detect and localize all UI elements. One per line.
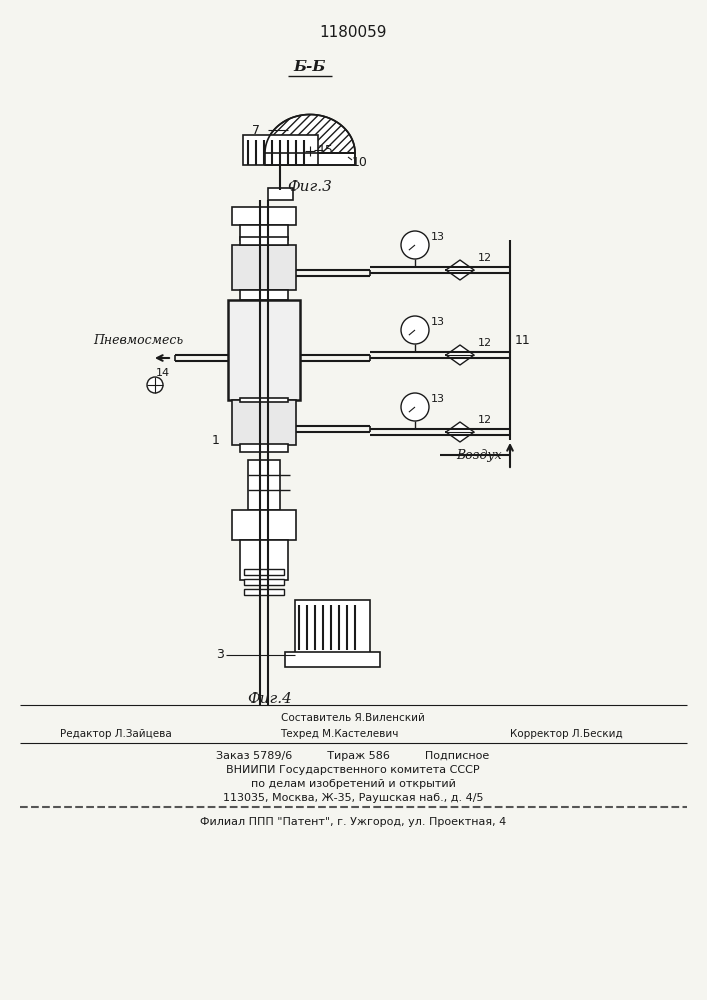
Bar — [232, 245, 296, 290]
Bar — [228, 300, 300, 400]
Bar — [240, 225, 288, 240]
Text: 3: 3 — [216, 648, 224, 662]
Text: 13: 13 — [431, 317, 445, 327]
Text: Фиг.3: Фиг.3 — [288, 180, 332, 194]
Text: Воздух: Воздух — [457, 448, 502, 462]
Polygon shape — [446, 422, 474, 442]
Circle shape — [401, 393, 429, 421]
Bar — [240, 290, 288, 300]
Text: Б-Б: Б-Б — [294, 60, 326, 74]
Text: 15: 15 — [318, 143, 334, 156]
Bar — [232, 400, 296, 445]
Bar — [295, 600, 370, 655]
Bar — [285, 652, 380, 667]
Text: ВНИИПИ Государственного комитета СССР: ВНИИПИ Государственного комитета СССР — [226, 765, 480, 775]
Bar — [244, 579, 284, 585]
Bar — [268, 188, 293, 200]
Bar — [244, 589, 284, 595]
Bar — [240, 444, 288, 452]
Circle shape — [401, 316, 429, 344]
Bar — [248, 460, 280, 510]
Text: 113035, Москва, Ж-35, Раушская наб., д. 4/5: 113035, Москва, Ж-35, Раушская наб., д. … — [223, 793, 484, 803]
Circle shape — [147, 377, 163, 393]
Circle shape — [305, 146, 315, 156]
Text: Филиал ППП "Патент", г. Ужгород, ул. Проектная, 4: Филиал ППП "Патент", г. Ужгород, ул. Про… — [200, 817, 506, 827]
Text: Заказ 5789/6          Тираж 586          Подписное: Заказ 5789/6 Тираж 586 Подписное — [216, 751, 490, 761]
Text: 10: 10 — [352, 155, 368, 168]
Circle shape — [401, 231, 429, 259]
Text: 13: 13 — [431, 394, 445, 404]
Text: 12: 12 — [478, 338, 492, 348]
Bar — [240, 540, 288, 580]
Bar — [232, 207, 296, 225]
Text: 7: 7 — [252, 123, 260, 136]
Text: Редактор Л.Зайцева: Редактор Л.Зайцева — [60, 729, 172, 739]
Text: Пневмосмесь: Пневмосмесь — [93, 334, 183, 347]
Text: 12: 12 — [478, 253, 492, 263]
Text: 1: 1 — [212, 434, 220, 446]
Text: 1180059: 1180059 — [320, 25, 387, 40]
Bar — [232, 510, 296, 540]
Text: 12: 12 — [478, 415, 492, 425]
Bar — [240, 237, 288, 245]
Bar — [265, 153, 355, 165]
Bar — [243, 135, 318, 165]
Text: Составитель Я.Виленский: Составитель Я.Виленский — [281, 713, 425, 723]
Text: 11: 11 — [515, 334, 531, 347]
Bar — [304, 137, 316, 157]
Bar — [244, 569, 284, 575]
Polygon shape — [446, 260, 474, 280]
Bar — [240, 398, 288, 402]
Text: Техред М.Кастелевич: Техред М.Кастелевич — [280, 729, 398, 739]
Text: Фиг.4: Фиг.4 — [247, 692, 293, 706]
Text: Корректор Л.Бескид: Корректор Л.Бескид — [510, 729, 623, 739]
Text: 14: 14 — [156, 368, 170, 378]
Polygon shape — [265, 115, 355, 153]
Polygon shape — [446, 345, 474, 365]
Text: 13: 13 — [431, 232, 445, 242]
Text: по делам изобретений и открытий: по делам изобретений и открытий — [250, 779, 455, 789]
